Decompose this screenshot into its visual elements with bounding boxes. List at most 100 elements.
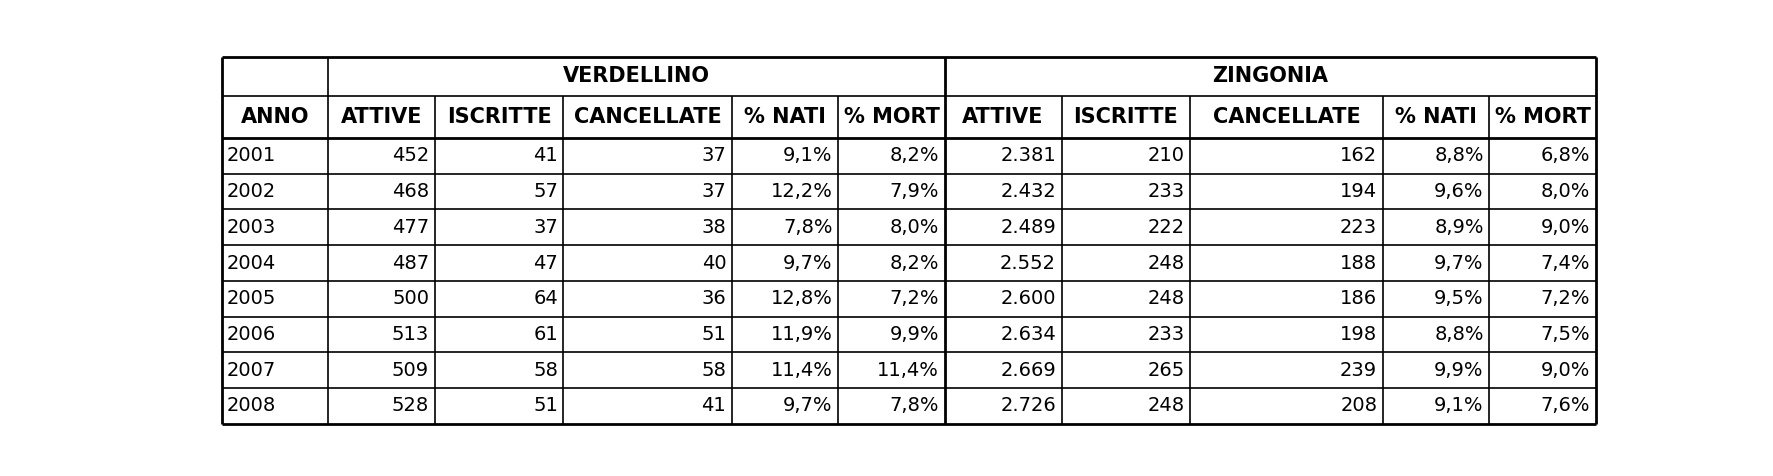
Text: 2002: 2002 (227, 182, 277, 201)
Text: 51: 51 (702, 325, 727, 344)
Text: 248: 248 (1147, 289, 1184, 308)
Text: 12,8%: 12,8% (771, 289, 833, 308)
Text: 58: 58 (702, 361, 727, 379)
Text: 265: 265 (1147, 361, 1184, 379)
Text: 2.432: 2.432 (1000, 182, 1057, 201)
Text: % MORT: % MORT (844, 107, 940, 127)
Text: 223: 223 (1340, 218, 1378, 237)
Text: 7,8%: 7,8% (890, 397, 940, 415)
Text: 2.381: 2.381 (1000, 147, 1057, 166)
Text: 11,4%: 11,4% (771, 361, 833, 379)
Text: 2.600: 2.600 (1000, 289, 1057, 308)
Text: 513: 513 (392, 325, 429, 344)
Text: 9,6%: 9,6% (1434, 182, 1484, 201)
Text: 9,7%: 9,7% (784, 397, 833, 415)
Text: 9,0%: 9,0% (1541, 361, 1590, 379)
Text: 2001: 2001 (227, 147, 277, 166)
Text: 477: 477 (392, 218, 429, 237)
Text: 2006: 2006 (227, 325, 277, 344)
Text: 248: 248 (1147, 254, 1184, 273)
Text: 9,1%: 9,1% (1434, 397, 1484, 415)
Text: 210: 210 (1147, 147, 1184, 166)
Text: 8,0%: 8,0% (1541, 182, 1590, 201)
Text: 47: 47 (534, 254, 558, 273)
Text: 2005: 2005 (227, 289, 277, 308)
Text: 37: 37 (534, 218, 558, 237)
Text: 11,4%: 11,4% (878, 361, 940, 379)
Text: 248: 248 (1147, 397, 1184, 415)
Text: 500: 500 (392, 289, 429, 308)
Text: 487: 487 (392, 254, 429, 273)
Text: ATTIVE: ATTIVE (963, 107, 1044, 127)
Text: 9,9%: 9,9% (1434, 361, 1484, 379)
Text: ANNO: ANNO (241, 107, 309, 127)
Text: ISCRITTE: ISCRITTE (1074, 107, 1179, 127)
Text: 40: 40 (702, 254, 727, 273)
Text: 2003: 2003 (227, 218, 277, 237)
Text: 38: 38 (702, 218, 727, 237)
Text: 61: 61 (534, 325, 558, 344)
Text: 188: 188 (1340, 254, 1378, 273)
Text: 8,0%: 8,0% (890, 218, 940, 237)
Text: % NATI: % NATI (1395, 107, 1477, 127)
Text: 9,7%: 9,7% (1434, 254, 1484, 273)
Text: 7,8%: 7,8% (784, 218, 833, 237)
Text: 8,2%: 8,2% (890, 147, 940, 166)
Text: % NATI: % NATI (745, 107, 826, 127)
Text: 12,2%: 12,2% (771, 182, 833, 201)
Text: 239: 239 (1340, 361, 1378, 379)
Text: 162: 162 (1340, 147, 1378, 166)
Text: % MORT: % MORT (1495, 107, 1590, 127)
Text: 186: 186 (1340, 289, 1378, 308)
Text: 8,8%: 8,8% (1434, 325, 1484, 344)
Text: ZINGONIA: ZINGONIA (1213, 67, 1328, 87)
Text: 2007: 2007 (227, 361, 277, 379)
Text: 452: 452 (392, 147, 429, 166)
Text: 208: 208 (1340, 397, 1378, 415)
Text: 41: 41 (702, 397, 727, 415)
Text: 7,9%: 7,9% (890, 182, 940, 201)
Text: 9,0%: 9,0% (1541, 218, 1590, 237)
Text: 51: 51 (534, 397, 558, 415)
Text: 7,5%: 7,5% (1541, 325, 1590, 344)
Text: CANCELLATE: CANCELLATE (574, 107, 722, 127)
Text: ATTIVE: ATTIVE (340, 107, 422, 127)
Text: VERDELLINO: VERDELLINO (562, 67, 709, 87)
Text: 2.669: 2.669 (1000, 361, 1057, 379)
Text: 233: 233 (1147, 182, 1184, 201)
Text: 2004: 2004 (227, 254, 277, 273)
Text: 37: 37 (702, 147, 727, 166)
Text: 2.726: 2.726 (1000, 397, 1057, 415)
Text: 233: 233 (1147, 325, 1184, 344)
Text: 11,9%: 11,9% (771, 325, 833, 344)
Text: 64: 64 (534, 289, 558, 308)
Text: 7,2%: 7,2% (890, 289, 940, 308)
Text: 8,8%: 8,8% (1434, 147, 1484, 166)
Text: 6,8%: 6,8% (1541, 147, 1590, 166)
Text: 2.634: 2.634 (1000, 325, 1057, 344)
Text: 58: 58 (534, 361, 558, 379)
Text: 7,6%: 7,6% (1541, 397, 1590, 415)
Text: 8,9%: 8,9% (1434, 218, 1484, 237)
Text: 9,9%: 9,9% (890, 325, 940, 344)
Text: 9,7%: 9,7% (784, 254, 833, 273)
Text: ISCRITTE: ISCRITTE (447, 107, 551, 127)
Text: 37: 37 (702, 182, 727, 201)
Text: 509: 509 (392, 361, 429, 379)
Text: 194: 194 (1340, 182, 1378, 201)
Text: 222: 222 (1147, 218, 1184, 237)
Text: 468: 468 (392, 182, 429, 201)
Text: 2.552: 2.552 (1000, 254, 1057, 273)
Text: 41: 41 (534, 147, 558, 166)
Text: 2008: 2008 (227, 397, 277, 415)
Text: 2.489: 2.489 (1000, 218, 1057, 237)
Text: 57: 57 (534, 182, 558, 201)
Text: 9,1%: 9,1% (784, 147, 833, 166)
Text: 198: 198 (1340, 325, 1378, 344)
Text: 528: 528 (392, 397, 429, 415)
Text: 7,2%: 7,2% (1541, 289, 1590, 308)
Text: 36: 36 (702, 289, 727, 308)
Text: 9,5%: 9,5% (1434, 289, 1484, 308)
Text: CANCELLATE: CANCELLATE (1213, 107, 1360, 127)
Text: 7,4%: 7,4% (1541, 254, 1590, 273)
